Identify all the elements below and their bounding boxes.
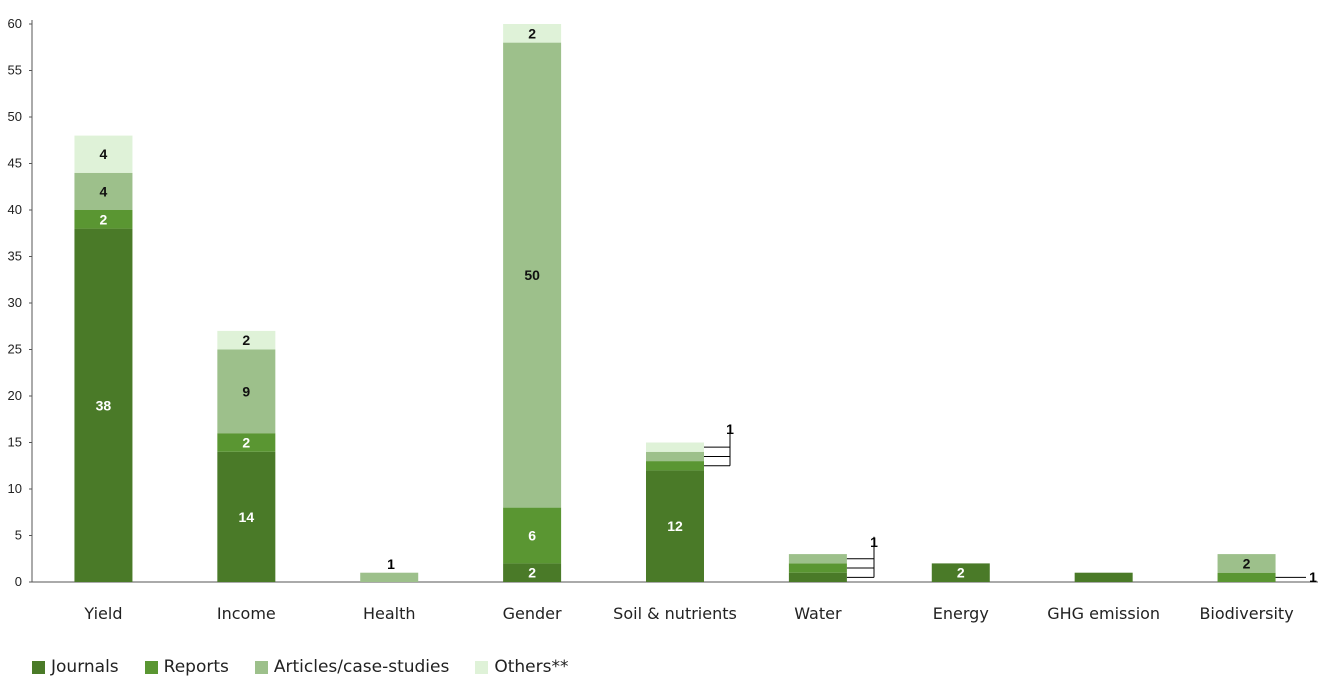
y-tick-label: 35 xyxy=(8,249,22,264)
y-tick-label: 25 xyxy=(8,342,22,357)
legend-label-articles: Articles/case-studies xyxy=(273,657,450,677)
y-tick-label: 60 xyxy=(8,16,22,31)
y-tick-label: 45 xyxy=(8,156,22,171)
data-label: 2 xyxy=(528,565,536,581)
bar-segment xyxy=(646,470,704,582)
legend: Journals Reports Articles/case-studies O… xyxy=(32,659,568,676)
legend-swatch-journals xyxy=(32,661,45,674)
bar-segment xyxy=(503,42,562,508)
y-tick-label: 50 xyxy=(8,109,22,124)
bar-segment xyxy=(503,563,562,582)
stacked-bar-chart: 0 5 10 15 20 25 30 35 40 45 50 55 60 Yield Income Healt… xyxy=(8,16,1318,623)
bar-segment xyxy=(360,572,419,582)
bar-segment xyxy=(646,442,704,452)
callouts: 1 1 1 1 xyxy=(387,421,1317,585)
bar-segment xyxy=(1074,572,1133,582)
bar-segment xyxy=(646,461,704,471)
y-tick-label: 5 xyxy=(15,528,22,543)
legend-item-reports: Reports xyxy=(144,657,229,677)
bar-segment xyxy=(74,210,133,229)
y-tick-label: 15 xyxy=(8,435,22,450)
legend-swatch-articles xyxy=(254,661,268,674)
x-category-label: Health xyxy=(363,604,416,623)
data-label: 4 xyxy=(100,183,108,199)
x-category-label: Soil & nutrients xyxy=(613,604,737,623)
y-tick-label: 55 xyxy=(8,63,22,78)
legend-swatch-reports xyxy=(144,661,158,674)
x-category-label: Income xyxy=(217,604,276,623)
bar-segment xyxy=(74,172,133,210)
bar-segment xyxy=(217,433,276,452)
legend-item-others: Others** xyxy=(475,659,568,676)
callout-label-biodiversity: 1 xyxy=(1309,569,1317,585)
bar-segment xyxy=(74,135,133,173)
data-label: 12 xyxy=(667,518,683,534)
legend-swatch-others xyxy=(475,661,489,674)
bar-segment xyxy=(1217,554,1276,573)
data-label: 2 xyxy=(1243,555,1251,571)
bar-segment xyxy=(217,451,276,582)
callout-label-health: 1 xyxy=(387,556,395,572)
x-category-label: Gender xyxy=(503,604,562,623)
data-label: 2 xyxy=(100,211,108,227)
bars xyxy=(74,24,1276,582)
data-label: 9 xyxy=(242,383,250,399)
data-label: 6 xyxy=(528,528,536,544)
y-tick-label: 40 xyxy=(8,202,22,217)
y-tick-label: 30 xyxy=(8,295,22,310)
legend-label-reports: Reports xyxy=(163,657,229,677)
x-category-label: Biodiversity xyxy=(1199,604,1293,623)
x-category-label: Energy xyxy=(933,604,989,623)
x-category-label: Yield xyxy=(83,604,122,623)
axes: 0 5 10 15 20 25 30 35 40 45 50 55 60 Yield Income Healt… xyxy=(8,16,1318,623)
legend-item-articles: Articles/case-studies xyxy=(254,657,450,677)
legend-label-journals: Journals xyxy=(51,657,119,677)
bar-segment xyxy=(788,563,847,573)
bar-segment xyxy=(217,330,276,350)
y-tick-label: 20 xyxy=(8,388,22,403)
data-label: 2 xyxy=(242,332,250,348)
data-label: 14 xyxy=(239,509,255,525)
x-category-label: GHG emission xyxy=(1047,604,1160,623)
data-label: 2 xyxy=(957,565,965,581)
bar-segment xyxy=(74,228,133,582)
y-tick-label: 10 xyxy=(8,481,22,496)
legend-label-others: Others** xyxy=(494,657,569,677)
data-label: 38 xyxy=(96,397,112,413)
bar-segment xyxy=(217,349,276,434)
bar-segment xyxy=(788,554,847,564)
data-label: 2 xyxy=(242,435,250,451)
bar-segment xyxy=(503,507,562,564)
bar-segment xyxy=(788,572,847,582)
x-category-label: Water xyxy=(794,604,842,623)
data-label: 4 xyxy=(100,146,108,162)
y-tick-label: 0 xyxy=(15,574,22,589)
bar-segment xyxy=(1217,572,1276,582)
legend-item-journals: Journals xyxy=(32,659,119,676)
bar-segment xyxy=(931,563,990,582)
data-label: 50 xyxy=(524,267,540,283)
data-label: 2 xyxy=(528,25,536,41)
bar-segment xyxy=(646,451,704,462)
bar-segment xyxy=(503,24,562,43)
